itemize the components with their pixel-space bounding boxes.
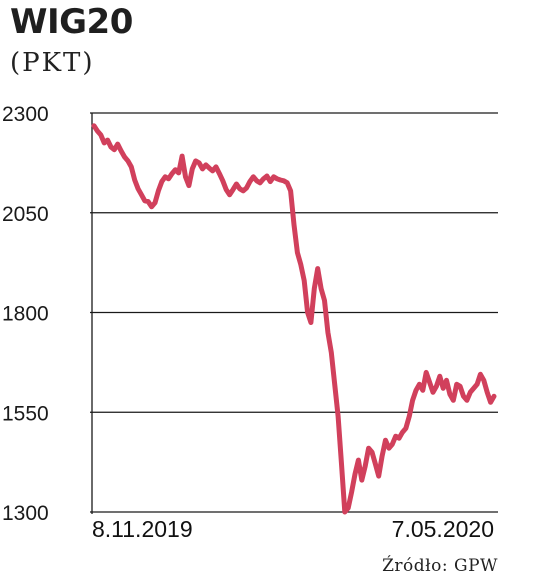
source-note: Źródło: GPW — [382, 556, 498, 576]
y-tick-label: 1800 — [2, 303, 49, 326]
y-tick-label: 1300 — [2, 502, 49, 525]
grid-lines — [90, 112, 498, 514]
series-line-group — [91, 123, 497, 515]
y-axis-ticks: 2300 2050 1800 1550 1300 — [2, 103, 49, 525]
chart-unit-label: (PKT) — [10, 48, 95, 78]
x-tick-label: 8.11.2019 — [92, 516, 193, 542]
y-tick-label: 1550 — [2, 402, 49, 425]
chart-title: WIG20 — [10, 2, 133, 42]
series-line-wig20 — [91, 123, 497, 515]
y-tick-label: 2050 — [2, 203, 49, 226]
y-tick-label: 2300 — [2, 103, 49, 126]
x-tick-label: 7.05.2020 — [392, 516, 494, 542]
x-axis-ticks: 8.11.2019 7.05.2020 — [92, 516, 494, 542]
